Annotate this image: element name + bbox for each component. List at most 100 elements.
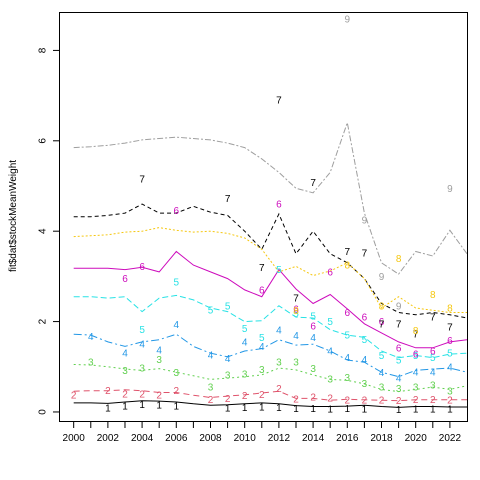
series-2-point-label: 2 (327, 394, 333, 405)
series-3-point-label: 3 (310, 364, 316, 375)
series-7-point-label: 7 (225, 194, 231, 205)
y-tick-label: 2 (38, 318, 49, 324)
series-4-point-label: 4 (174, 320, 180, 331)
series-8-point-label: 8 (293, 306, 299, 317)
series-3-point-label: 3 (88, 358, 94, 369)
series-1-point-label: 1 (310, 404, 316, 415)
series-2-point-label: 2 (122, 389, 128, 400)
series-5-point-label: 5 (139, 325, 145, 336)
series-9-point-label: 9 (379, 272, 385, 283)
series-7-point-label: 7 (293, 294, 299, 305)
series-6-point-label: 6 (174, 206, 180, 217)
series-5-point-label: 5 (345, 331, 351, 342)
series-5-point-label: 5 (413, 351, 419, 362)
series-4-point-label: 4 (122, 349, 128, 360)
series-5-point-label: 5 (430, 353, 436, 364)
series-3-point-label: 3 (396, 384, 402, 395)
series-line-3 (73, 364, 468, 393)
series-3-point-label: 3 (345, 373, 351, 384)
series-5-point-label: 5 (396, 356, 402, 367)
series-3-point-label: 3 (225, 370, 231, 381)
series-5-point-label: 5 (362, 335, 368, 346)
series-7-point-label: 7 (413, 330, 419, 341)
y-tick-label: 0 (38, 409, 49, 415)
series-8-point-label: 8 (447, 304, 453, 315)
series-4-point-label: 4 (327, 347, 333, 358)
series-7-point-label: 7 (447, 323, 453, 334)
series-2-point-label: 2 (174, 386, 180, 397)
series-line-4 (73, 333, 468, 378)
series-1-point-label: 1 (430, 405, 436, 416)
x-tick-label: 2008 (199, 433, 222, 444)
series-7-point-label: 7 (139, 174, 145, 185)
x-tick-label: 2020 (405, 433, 428, 444)
series-2-point-label: 2 (430, 395, 436, 406)
series-2-point-label: 2 (276, 384, 282, 395)
series-3-point-label: 3 (242, 370, 248, 381)
series-layer (73, 120, 468, 408)
series-line-7 (73, 203, 468, 319)
series-9-point-label: 9 (345, 14, 351, 25)
y-tick-label: 8 (38, 47, 49, 53)
series-1-point-label: 1 (345, 404, 351, 415)
series-4-point-label: 4 (430, 368, 436, 379)
series-1-point-label: 1 (174, 402, 180, 413)
series-2-point-label: 2 (242, 391, 248, 402)
series-1-point-label: 1 (105, 403, 111, 414)
series-5-point-label: 5 (293, 309, 299, 320)
series-5-point-label: 5 (379, 351, 385, 362)
series-9-point-label: 9 (396, 301, 402, 312)
x-tick-label: 2004 (131, 433, 154, 444)
series-6-point-label: 6 (139, 262, 145, 273)
series-7-point-label: 7 (379, 319, 385, 330)
series-line-9 (73, 120, 468, 275)
y-tick-label: 4 (38, 228, 49, 234)
series-4-point-label: 4 (208, 351, 214, 362)
series-1-point-label: 1 (122, 402, 128, 413)
series-4-point-label: 4 (88, 332, 94, 343)
series-8-point-label: 8 (379, 301, 385, 312)
y-axis: 0 2 4 6 8 (38, 47, 60, 415)
series-1-point-label: 1 (276, 403, 282, 414)
series-2-point-label: 2 (208, 395, 214, 406)
series-1-point-label: 1 (413, 404, 419, 415)
series-2-point-label: 2 (413, 395, 419, 406)
point-labels-layer: 1 1 1 1 1 1 1 1 1 1 1 1 1 1 1 1 1 12 2 2 2 2 22 2 2 222 2 2 2 2 2 2 2 2 23… (71, 14, 453, 416)
series-8-point-label: 8 (430, 290, 436, 301)
series-6-point-label: 6 (430, 347, 436, 358)
series-5-point-label: 5 (327, 317, 333, 328)
series-3-point-label: 3 (174, 368, 180, 379)
series-5-point-label: 5 (259, 333, 265, 344)
x-tick-label: 2016 (336, 433, 359, 444)
series-7-point-label: 7 (396, 319, 402, 330)
y-axis-label: fit$dat$stockMeanWeight (8, 160, 19, 272)
series-4-point-label: 4 (447, 362, 453, 373)
series-4-point-label: 4 (156, 346, 162, 357)
series-6-point-label: 6 (362, 313, 368, 324)
series-9-point-label: 9 (447, 184, 453, 195)
series-7-point-label: 7 (430, 313, 436, 324)
series-3-point-label: 3 (122, 366, 128, 377)
series-4-point-label: 4 (379, 368, 385, 379)
series-6-point-label: 6 (379, 317, 385, 328)
x-tick-label: 2018 (370, 433, 393, 444)
series-8-point-label: 8 (396, 254, 402, 265)
series-2-point-label: 2 (259, 390, 265, 401)
series-line-1 (73, 400, 467, 408)
series-4-point-label: 4 (259, 342, 265, 353)
series-4-point-label: 4 (276, 326, 282, 337)
series-5-point-label: 5 (447, 349, 453, 360)
x-tick-label: 2022 (439, 433, 462, 444)
series-7-point-label: 7 (259, 263, 265, 274)
series-5-point-label: 5 (208, 305, 214, 316)
series-7-point-label: 7 (276, 96, 282, 107)
series-9-point-label: 9 (362, 215, 368, 226)
series-line-5 (73, 294, 468, 359)
series-6-point-label: 6 (259, 285, 265, 296)
series-line-2 (73, 389, 467, 402)
series-5-point-label: 5 (174, 277, 180, 288)
series-1-point-label: 1 (242, 403, 248, 414)
x-tick-label: 2010 (234, 433, 257, 444)
series-1-point-label: 1 (225, 403, 231, 414)
